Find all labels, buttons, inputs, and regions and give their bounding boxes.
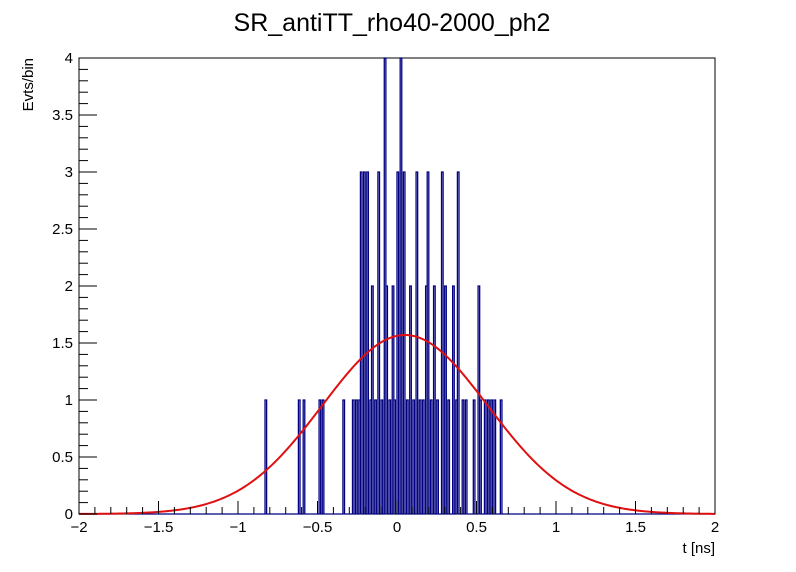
x-tick-label: 1 <box>552 519 560 536</box>
chart-title: SR_antiTT_rho40-2000_ph2 <box>234 9 551 37</box>
histogram-series <box>79 57 715 515</box>
x-tick-label: 2 <box>711 519 719 536</box>
y-tick-label: 3 <box>65 164 73 181</box>
y-tick-label: 1.5 <box>52 335 73 352</box>
gaussian-fit-series <box>79 334 716 515</box>
y-tick-label: 0 <box>65 506 73 523</box>
axes: −2 −1.5 −1 −0.5 0 0.5 1 1.5 2 0 0.5 1 1.5 2 2.5 3 3.5 4 <box>52 50 719 536</box>
y-axis-label: Evts/bin <box>20 58 37 111</box>
y-tick-label: 3.5 <box>52 107 73 124</box>
x-tick-label: 1.5 <box>625 519 646 536</box>
x-tick-label: −1.5 <box>144 519 174 536</box>
x-tick-label: −0.5 <box>303 519 333 536</box>
y-tick-label: 2 <box>65 278 73 295</box>
y-tick-label: 2.5 <box>52 221 73 238</box>
fit-curve <box>79 334 716 515</box>
y-tick-label: 4 <box>65 50 73 67</box>
x-axis-label: t [ns] <box>682 540 715 557</box>
x-tick-label: −1 <box>229 519 246 536</box>
x-tick-label: −2 <box>70 519 87 536</box>
x-tick-label: 0.5 <box>466 519 487 536</box>
histogram-outline <box>79 57 715 515</box>
y-tick-label: 0.5 <box>52 449 73 466</box>
x-tick-label: 0 <box>393 519 401 536</box>
y-tick-label: 1 <box>65 392 73 409</box>
